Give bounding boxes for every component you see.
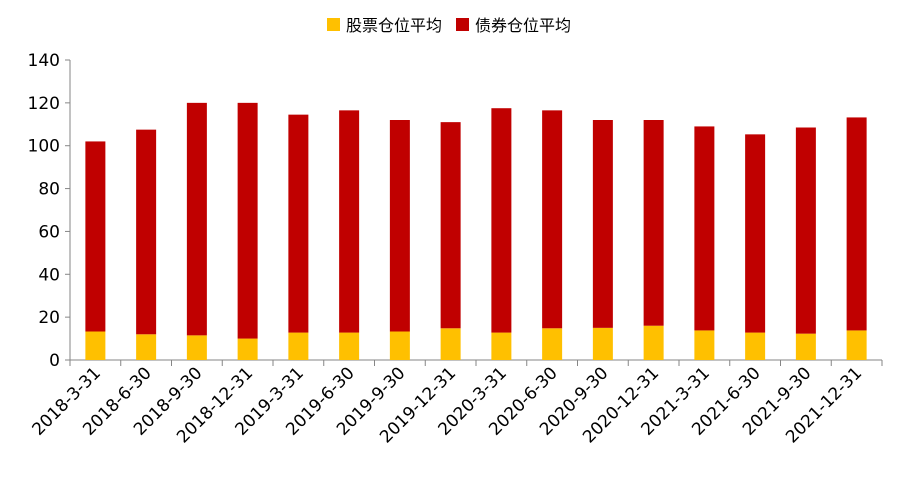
bar-stock-2020-9-30 bbox=[592, 327, 613, 360]
bar-stock-2019-12-31 bbox=[440, 328, 461, 360]
bar-bond-2021-12-31 bbox=[846, 117, 867, 331]
legend-item-bond: 债券仓位平均 bbox=[456, 12, 571, 36]
legend-item-stock: 股票仓位平均 bbox=[326, 12, 442, 36]
y-tick-label: 20 bbox=[38, 308, 60, 328]
bar-bond-2018-6-30 bbox=[136, 129, 157, 335]
y-tick-label: 0 bbox=[49, 351, 60, 371]
bar-stock-2018-12-31 bbox=[237, 338, 258, 360]
bar-bond-2018-3-31 bbox=[85, 141, 106, 332]
bar-stock-2020-6-30 bbox=[542, 328, 563, 360]
bar-bond-2020-3-31 bbox=[491, 108, 512, 333]
bar-bond-2020-12-31 bbox=[643, 120, 664, 326]
legend-swatch-bond bbox=[456, 17, 469, 31]
bar-bond-2019-9-30 bbox=[389, 120, 410, 332]
bar-bond-2020-9-30 bbox=[592, 120, 613, 328]
bar-bond-2020-6-30 bbox=[542, 110, 563, 329]
bar-bond-2019-3-31 bbox=[288, 114, 309, 333]
bar-stock-2021-3-31 bbox=[694, 330, 715, 360]
y-tick-label: 40 bbox=[38, 265, 60, 285]
y-tick-label: 100 bbox=[28, 137, 60, 157]
bar-stock-2020-3-31 bbox=[491, 332, 512, 360]
y-tick-label: 60 bbox=[38, 222, 60, 242]
bar-bond-2021-9-30 bbox=[795, 127, 816, 334]
bar-stock-2019-3-31 bbox=[288, 332, 309, 360]
bar-stock-2019-9-30 bbox=[389, 331, 410, 360]
bar-stock-2021-12-31 bbox=[846, 330, 867, 360]
legend: 股票仓位平均 债券仓位平均 bbox=[0, 12, 898, 36]
legend-swatch-stock bbox=[326, 17, 340, 31]
legend-label-stock: 股票仓位平均 bbox=[345, 16, 442, 35]
bar-bond-2021-3-31 bbox=[694, 126, 715, 331]
bar-stock-2021-9-30 bbox=[795, 333, 816, 360]
bar-stock-2018-6-30 bbox=[136, 334, 157, 360]
legend-label-bond: 债券仓位平均 bbox=[475, 16, 572, 35]
bar-stock-2021-6-30 bbox=[745, 332, 766, 360]
bar-bond-2018-12-31 bbox=[237, 102, 258, 339]
bar-bond-2021-6-30 bbox=[745, 134, 766, 333]
bar-stock-2018-9-30 bbox=[186, 335, 207, 360]
bar-bond-2018-9-30 bbox=[186, 102, 207, 336]
y-tick-label: 120 bbox=[28, 94, 60, 114]
bar-stock-2019-6-30 bbox=[339, 332, 360, 360]
bar-bond-2019-12-31 bbox=[440, 122, 461, 329]
bar-bond-2019-6-30 bbox=[339, 110, 360, 333]
bar-stock-2018-3-31 bbox=[85, 331, 106, 360]
y-tick-label: 140 bbox=[28, 51, 60, 71]
bar-stock-2020-12-31 bbox=[643, 325, 664, 360]
y-tick-label: 80 bbox=[38, 180, 60, 200]
